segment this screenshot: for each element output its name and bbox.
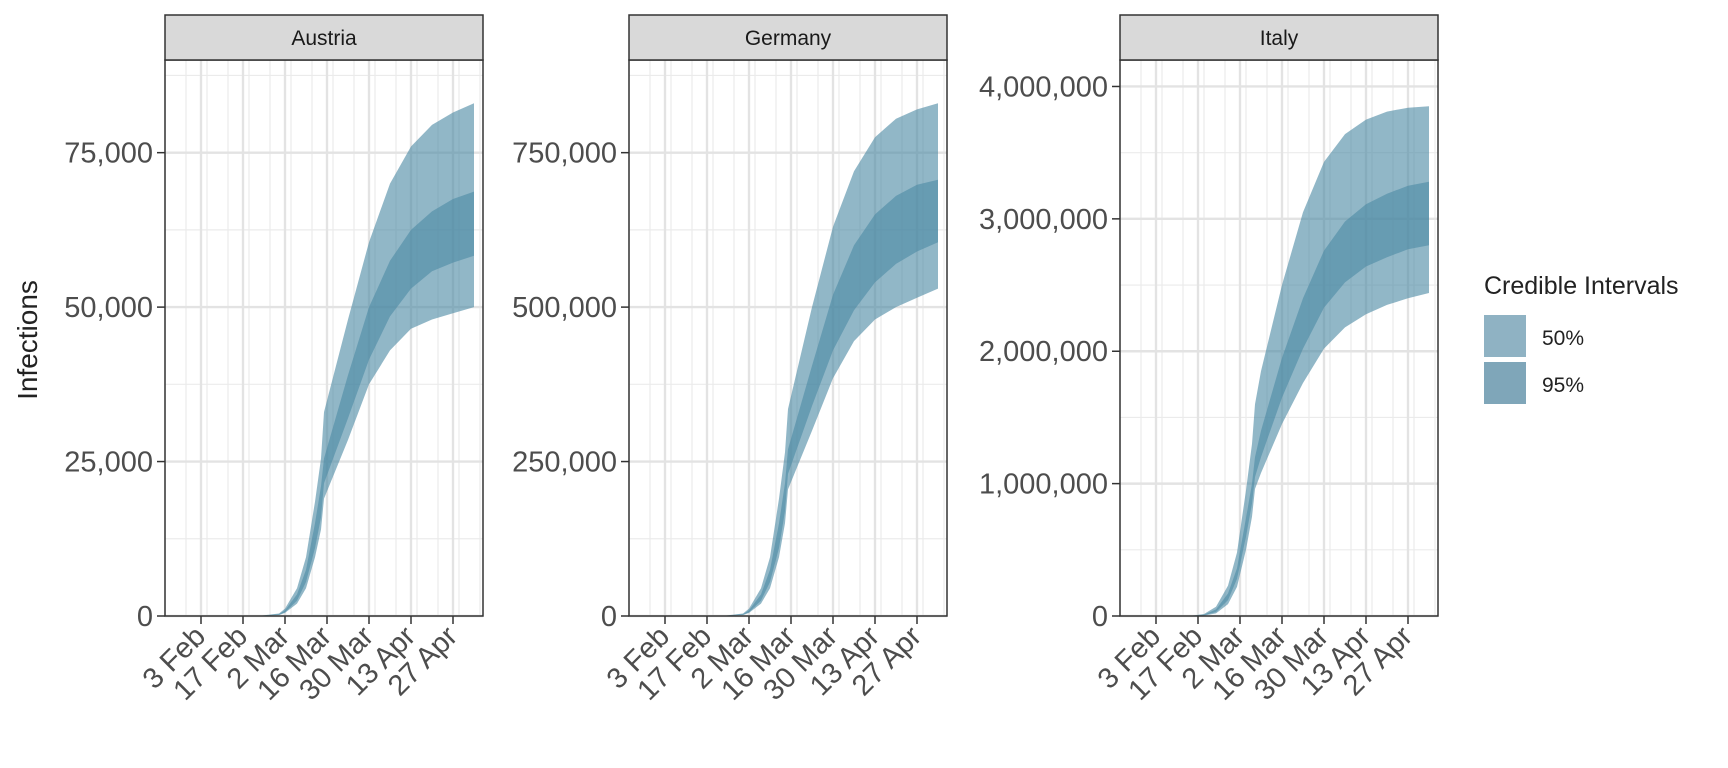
- legend: Credible Intervals 50% 95%: [1484, 272, 1679, 404]
- legend-swatch-95: [1484, 362, 1526, 404]
- y-tick-label: 75,000: [64, 138, 153, 170]
- legend-title: Credible Intervals: [1484, 272, 1679, 300]
- facet-strip: [628, 14, 948, 61]
- y-tick-label: 250,000: [512, 447, 617, 479]
- band-50pct: [258, 191, 474, 616]
- y-tick-label: 50,000: [64, 292, 153, 324]
- band-50pct: [1189, 181, 1429, 617]
- y-tick-label: 0: [137, 601, 153, 633]
- facet-label: Italy: [1260, 27, 1299, 50]
- legend-swatch-50: [1484, 315, 1526, 357]
- panel-italy: Italy 0 1,000,000 2,000,000 3,000,000 4,000,0…: [979, 14, 1439, 707]
- band-50pct: [722, 179, 938, 617]
- y-tick-label: 4,000,000: [979, 71, 1108, 103]
- y-tick-label: 0: [1092, 601, 1108, 633]
- y-axis-title: Infections: [12, 280, 43, 400]
- facet-strip: [1119, 14, 1439, 61]
- y-tick-label: 0: [601, 601, 617, 633]
- y-tick-label: 1,000,000: [979, 469, 1108, 501]
- facet-label: Germany: [745, 27, 832, 50]
- y-tick-label: 500,000: [512, 292, 617, 324]
- facet-label: Austria: [291, 27, 357, 50]
- y-tick-label: 2,000,000: [979, 336, 1108, 368]
- legend-label-50: 50%: [1542, 327, 1584, 350]
- legend-label-95: 95%: [1542, 374, 1584, 397]
- y-tick-label: 3,000,000: [979, 204, 1108, 236]
- y-tick-label: 750,000: [512, 138, 617, 170]
- y-tick-label: 25,000: [64, 447, 153, 479]
- facet-strip: [164, 14, 484, 61]
